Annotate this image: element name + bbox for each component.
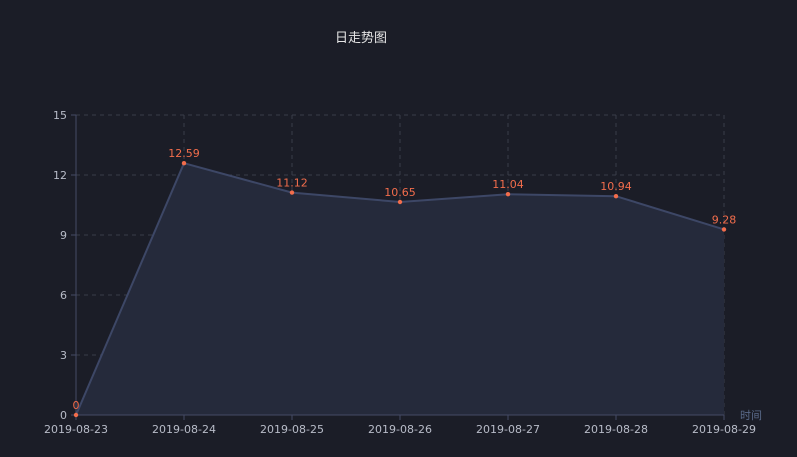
x-tick-label: 2019-08-29 bbox=[692, 423, 756, 436]
y-tick-label: 0 bbox=[60, 409, 67, 422]
x-tick-label: 2019-08-26 bbox=[368, 423, 432, 436]
data-labels: 0 12.59 11.12 10.65 11.04 10.94 9.28 bbox=[73, 147, 737, 412]
data-point[interactable] bbox=[73, 412, 79, 418]
data-point[interactable] bbox=[397, 199, 403, 205]
data-label: 0 bbox=[73, 399, 80, 412]
x-tick-label: 2019-08-23 bbox=[44, 423, 108, 436]
area-fill bbox=[76, 163, 724, 415]
data-label: 9.28 bbox=[712, 213, 737, 226]
x-tick-label: 2019-08-28 bbox=[584, 423, 648, 436]
data-point[interactable] bbox=[505, 192, 511, 197]
y-tick-label: 9 bbox=[60, 229, 67, 242]
data-point[interactable] bbox=[721, 227, 727, 232]
x-axis-name: 时间 bbox=[740, 409, 762, 422]
x-tick-label: 2019-08-27 bbox=[476, 423, 540, 436]
data-label: 12.59 bbox=[168, 147, 200, 160]
chart-title: 日走势图 bbox=[335, 30, 387, 46]
data-point[interactable] bbox=[181, 161, 187, 166]
data-points bbox=[73, 161, 727, 418]
x-tick-label: 2019-08-24 bbox=[152, 423, 216, 436]
y-tick-label: 3 bbox=[60, 349, 67, 362]
y-tick-label: 15 bbox=[53, 109, 67, 122]
data-label: 11.12 bbox=[276, 177, 308, 190]
data-label: 10.65 bbox=[384, 186, 416, 199]
data-point[interactable] bbox=[289, 190, 295, 195]
y-tick-label: 6 bbox=[60, 289, 67, 302]
data-point[interactable] bbox=[613, 194, 619, 199]
axes: 0 3 6 9 12 15 2019-08-23 2019-08-24 2019-08-25 20… bbox=[44, 109, 756, 436]
x-tick-label: 2019-08-25 bbox=[260, 423, 324, 436]
data-label: 10.94 bbox=[600, 180, 632, 193]
data-label: 11.04 bbox=[492, 178, 524, 191]
y-tick-label: 12 bbox=[53, 169, 67, 182]
